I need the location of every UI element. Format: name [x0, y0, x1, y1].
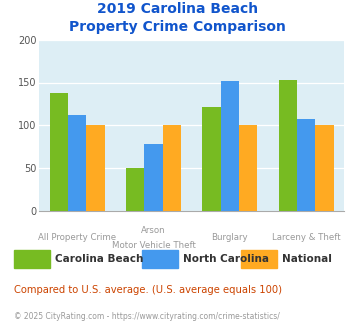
Text: North Carolina: North Carolina — [183, 254, 269, 264]
Bar — [68, 115, 86, 211]
Text: © 2025 CityRating.com - https://www.cityrating.com/crime-statistics/: © 2025 CityRating.com - https://www.city… — [14, 312, 280, 321]
Bar — [221, 81, 239, 211]
Text: Arson: Arson — [141, 226, 166, 235]
Bar — [126, 168, 144, 211]
Text: All Property Crime: All Property Crime — [38, 233, 116, 242]
Bar — [279, 80, 297, 211]
Bar — [297, 119, 315, 211]
Text: Burglary: Burglary — [212, 233, 248, 242]
Bar — [315, 125, 334, 211]
Text: 2019 Carolina Beach: 2019 Carolina Beach — [97, 2, 258, 16]
Text: Carolina Beach: Carolina Beach — [55, 254, 143, 264]
Text: Property Crime Comparison: Property Crime Comparison — [69, 20, 286, 34]
Text: National: National — [282, 254, 332, 264]
Bar — [50, 93, 68, 211]
Bar — [202, 107, 221, 211]
Text: Larceny & Theft: Larceny & Theft — [272, 233, 340, 242]
Text: Compared to U.S. average. (U.S. average equals 100): Compared to U.S. average. (U.S. average … — [14, 285, 282, 295]
Bar — [163, 125, 181, 211]
Bar — [239, 125, 257, 211]
Bar — [86, 125, 105, 211]
Bar — [144, 144, 163, 211]
Text: Motor Vehicle Theft: Motor Vehicle Theft — [111, 241, 196, 250]
